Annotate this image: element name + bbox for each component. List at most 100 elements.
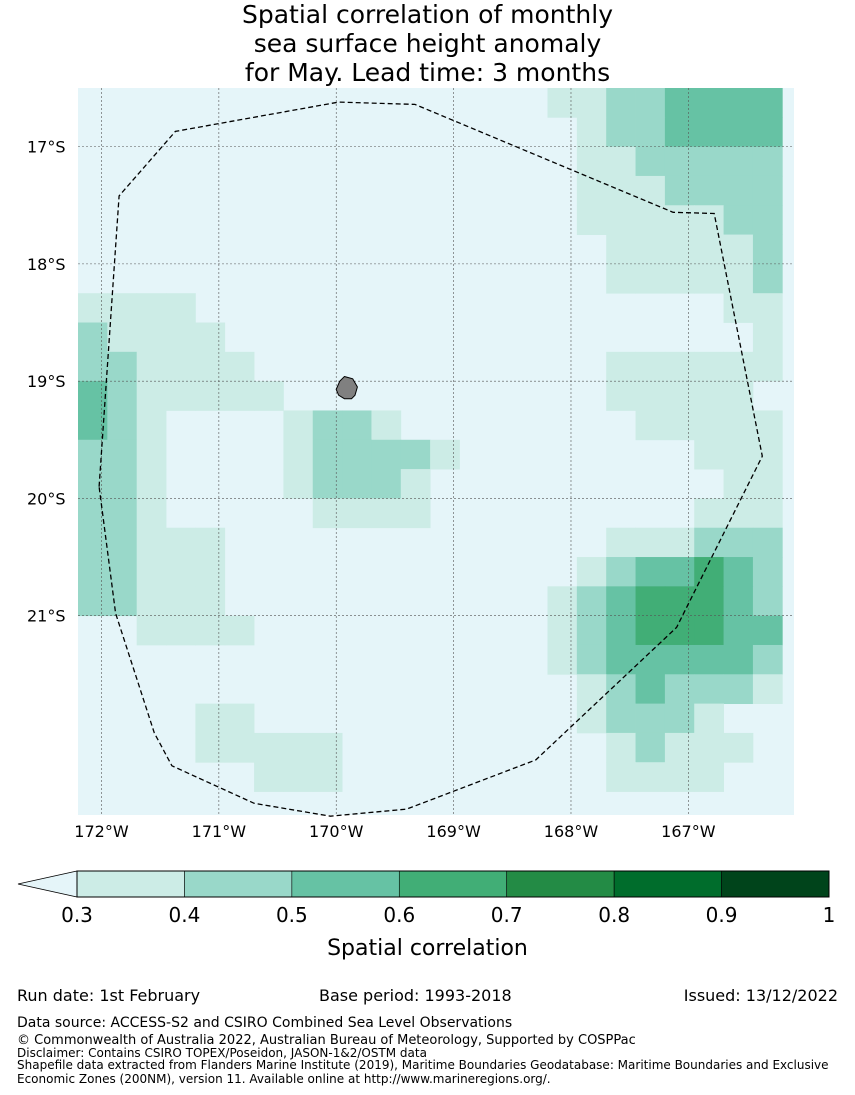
correlation-cell — [107, 322, 138, 353]
correlation-cell — [576, 703, 607, 734]
correlation-cell — [752, 117, 783, 148]
correlation-cell — [107, 351, 138, 382]
colorbar-segment — [76, 870, 185, 898]
correlation-cell — [694, 88, 724, 118]
longitude-label: 167°W — [661, 822, 716, 841]
correlation-cell — [107, 586, 138, 617]
correlation-cell — [694, 410, 724, 441]
island-niue — [335, 375, 358, 400]
correlation-cell — [694, 234, 724, 265]
correlation-cell — [752, 88, 783, 118]
correlation-cell — [166, 557, 196, 587]
correlation-cell — [606, 146, 636, 177]
correlation-cell — [136, 586, 167, 617]
correlation-cell — [342, 439, 372, 470]
correlation-cell — [694, 381, 724, 411]
correlation-cell — [723, 586, 754, 617]
colorbar-segment — [506, 870, 615, 898]
correlation-cell — [136, 527, 167, 558]
colorbar-tick-label: 0.7 — [491, 903, 523, 927]
correlation-cell — [195, 381, 226, 411]
correlation-cell — [635, 586, 666, 617]
correlation-cell — [694, 674, 724, 705]
correlation-cell — [694, 263, 724, 294]
correlation-cell — [283, 762, 314, 792]
correlation-cell — [723, 205, 754, 235]
correlation-cell — [606, 205, 636, 235]
correlation-cell — [694, 205, 724, 235]
correlation-cell — [752, 263, 783, 294]
correlation-cell — [136, 615, 167, 646]
correlation-cell — [136, 469, 167, 499]
correlation-cell — [78, 527, 108, 558]
correlation-cell — [752, 205, 783, 235]
correlation-cell — [694, 498, 724, 529]
correlation-cell — [224, 703, 255, 734]
correlation-cell — [576, 205, 607, 235]
correlation-map: 17°S 18°S 19°S 20°S 21°S 172°W 171°W 170°W 169°W… — [17, 88, 835, 927]
correlation-cell — [635, 175, 666, 206]
correlation-cell — [576, 557, 607, 587]
correlation-cell — [107, 381, 138, 411]
correlation-cell — [312, 410, 343, 441]
correlation-cell — [664, 146, 695, 177]
run-date: Run date: 1st February — [17, 986, 201, 1005]
correlation-cell — [78, 469, 108, 499]
chart-title: Spatial correlation of monthly sea surfa… — [0, 0, 855, 87]
correlation-cell — [752, 146, 783, 177]
correlation-cell — [752, 586, 783, 617]
correlation-cell — [723, 439, 754, 470]
correlation-cell — [224, 732, 255, 763]
correlation-cell — [547, 88, 578, 118]
correlation-cell — [342, 410, 372, 441]
title-line-2: sea surface height anomaly — [253, 29, 602, 58]
correlation-cell — [136, 498, 167, 529]
correlation-cell — [576, 644, 607, 675]
correlation-cell — [664, 234, 695, 265]
correlation-cell — [752, 469, 783, 499]
correlation-cell — [371, 439, 402, 470]
correlation-cell — [576, 146, 607, 177]
colorbar-label: Spatial correlation — [327, 936, 528, 961]
correlation-cell — [752, 175, 783, 206]
correlation-cell — [694, 146, 724, 177]
correlation-cell — [166, 615, 196, 646]
correlation-cell — [107, 469, 138, 499]
correlation-cell — [635, 234, 666, 265]
correlation-cell — [400, 498, 431, 529]
correlation-cell — [664, 88, 695, 118]
correlation-cell — [576, 674, 607, 705]
correlation-cell — [78, 351, 108, 382]
correlation-cell — [635, 205, 666, 235]
correlation-cell — [664, 410, 695, 441]
correlation-cell — [664, 175, 695, 206]
correlation-cell — [224, 351, 255, 382]
correlation-cell — [136, 439, 167, 470]
correlation-cell — [576, 88, 607, 118]
correlation-cell — [723, 117, 754, 148]
correlation-cell — [371, 469, 402, 499]
correlation-cell — [723, 644, 754, 675]
correlation-cell — [723, 146, 754, 177]
correlation-cell — [78, 293, 108, 323]
correlation-cell — [254, 381, 284, 411]
longitude-label: 169°W — [426, 822, 481, 841]
correlation-cell — [606, 527, 636, 558]
correlation-cell — [664, 586, 695, 617]
correlation-cell — [283, 410, 314, 441]
correlation-cell — [606, 381, 636, 411]
correlation-cell — [78, 410, 108, 441]
colorbar-extend-arrow — [17, 870, 78, 898]
correlation-cell — [723, 557, 754, 587]
correlation-cell — [635, 703, 666, 734]
correlation-cell — [576, 615, 607, 646]
colorbar-frame — [76, 870, 830, 898]
correlation-cell — [723, 234, 754, 265]
copyright: © Commonwealth of Australia 2022, Austra… — [17, 1033, 636, 1048]
correlation-cell — [224, 615, 255, 646]
correlation-cell — [664, 732, 695, 763]
colorbar-tick-label: 0.4 — [169, 903, 201, 927]
correlation-cell — [752, 293, 783, 323]
correlation-cell — [166, 322, 196, 353]
correlation-cell — [606, 88, 636, 118]
